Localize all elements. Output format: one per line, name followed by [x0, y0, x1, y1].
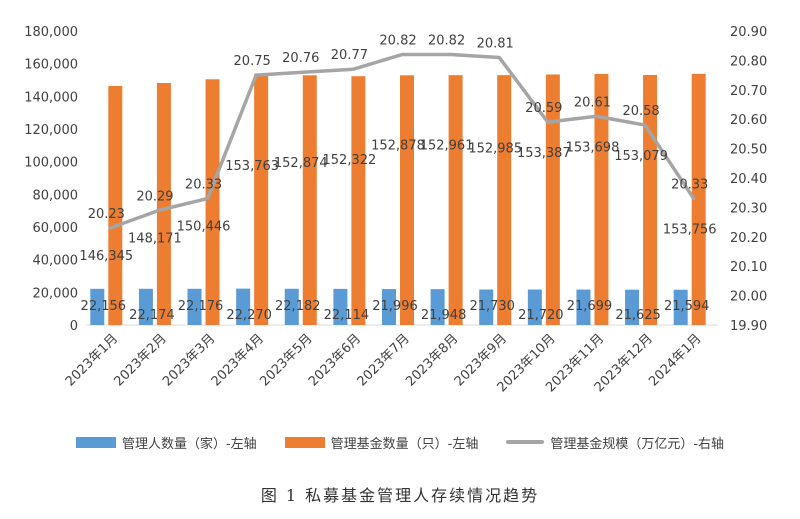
y-left-tick-label: 100,000: [24, 156, 78, 171]
data-label-scale: 20.58: [622, 104, 659, 119]
legend-swatch-scale: [506, 440, 545, 444]
data-label-managers: 21,594: [664, 299, 710, 314]
y-left-tick-label: 20,000: [33, 286, 79, 301]
legend-label-managers: 管理人数量（家）-左轴: [121, 436, 257, 452]
bar-funds: [691, 73, 706, 325]
bar-funds: [545, 74, 560, 326]
y-left-tick-label: 0: [70, 319, 78, 334]
data-label-funds: 152,874: [274, 156, 328, 171]
data-label-managers: 22,176: [178, 299, 224, 314]
y-right-tick-label: 20.60: [730, 113, 767, 128]
data-label-managers: 21,730: [469, 299, 515, 314]
legend-label-scale: 管理基金规模（万亿元）-右轴: [550, 436, 725, 452]
bar-managers: [479, 289, 494, 325]
bar-managers: [382, 289, 396, 325]
bar-managers: [236, 288, 251, 325]
data-label-funds: 153,763: [225, 159, 279, 174]
bar-managers: [187, 288, 202, 325]
y-right-tick-label: 19.90: [730, 319, 767, 334]
y-right-tick-label: 20.30: [730, 201, 767, 216]
data-label-managers: 21,625: [615, 308, 661, 323]
y-right-tick-label: 20.80: [730, 54, 767, 69]
data-label-funds: 146,345: [79, 249, 133, 264]
x-tick-label: 2024年1月: [646, 331, 704, 389]
bar-funds: [448, 75, 463, 325]
data-label-scale: 20.77: [331, 48, 368, 63]
data-label-funds: 153,387: [517, 146, 571, 161]
data-label-funds: 153,698: [566, 140, 620, 155]
y-left-tick-label: 160,000: [24, 58, 78, 73]
y-left-tick-label: 60,000: [33, 221, 79, 236]
y-left-tick-label: 180,000: [24, 25, 78, 40]
bar-managers: [576, 289, 591, 325]
bar-funds: [497, 75, 512, 325]
y-right-tick-label: 20.50: [730, 143, 767, 158]
data-label-funds: 153,079: [614, 149, 668, 164]
bar-funds: [205, 79, 220, 325]
data-label-scale: 20.61: [574, 95, 611, 110]
data-label-scale: 20.76: [282, 51, 319, 66]
data-label-managers: 22,270: [226, 308, 272, 323]
data-label-funds: 153,756: [663, 223, 717, 238]
legend-swatch-managers: [75, 436, 116, 448]
data-label-scale: 20.33: [185, 178, 222, 193]
data-label-funds: 152,322: [323, 153, 377, 168]
data-label-managers: 22,174: [129, 308, 175, 323]
legend: 管理人数量（家）-左轴 管理基金数量（只）-左轴 管理基金规模（万亿元）-右轴: [0, 430, 800, 454]
data-label-funds: 150,446: [177, 220, 231, 235]
bar-managers: [673, 289, 688, 325]
y-right-tick-label: 20.90: [730, 25, 767, 40]
y-right-tick-label: 20.70: [730, 84, 767, 99]
bar-funds: [302, 75, 317, 325]
data-label-managers: 21,996: [372, 299, 418, 314]
figure-caption: 图 1 私募基金管理人存续情况趋势: [260, 486, 540, 505]
bar-managers: [138, 288, 153, 325]
data-label-managers: 22,114: [324, 308, 370, 323]
bar-managers: [90, 288, 105, 325]
y-left-tick-label: 80,000: [33, 188, 79, 203]
line-scale: [108, 52, 696, 230]
data-label-scale: 20.82: [428, 34, 465, 49]
legend-item-funds: 管理基金数量（只）-左轴: [284, 430, 479, 454]
y-left-tick-label: 40,000: [33, 254, 79, 269]
bar-funds: [351, 76, 366, 325]
legend-item-managers: 管理人数量（家）-左轴: [75, 430, 257, 454]
legend-item-scale: 管理基金规模（万亿元）-右轴: [506, 430, 724, 454]
bar-funds: [254, 73, 269, 326]
y-left-tick-label: 140,000: [24, 90, 78, 105]
bar-managers: [333, 288, 348, 325]
bar-managers: [527, 289, 542, 325]
bar-managers: [430, 289, 445, 325]
y-left-tick-label: 120,000: [24, 123, 78, 138]
legend-swatch-funds: [284, 436, 325, 448]
data-label-scale: 20.29: [136, 189, 173, 204]
data-label-scale: 20.82: [379, 34, 416, 49]
bar-managers: [284, 288, 299, 325]
data-label-funds: 148,171: [128, 231, 182, 246]
data-label-scale: 20.59: [525, 101, 562, 116]
y-right-tick-label: 20.40: [730, 172, 767, 187]
bar-managers: [625, 289, 640, 325]
legend-label-funds: 管理基金数量（只）-左轴: [330, 436, 479, 452]
bar-funds: [594, 73, 609, 325]
y-right-tick-label: 20.00: [730, 290, 767, 305]
data-label-scale: 20.81: [477, 36, 514, 51]
data-label-managers: 21,720: [518, 308, 564, 323]
data-label-scale: 20.75: [234, 54, 271, 69]
data-label-managers: 22,156: [81, 299, 127, 314]
bar-funds: [156, 82, 171, 325]
data-label-scale: 20.33: [671, 178, 708, 193]
bar-funds: [108, 85, 123, 325]
y-right-tick-label: 20.20: [730, 231, 767, 246]
data-label-scale: 20.23: [88, 207, 125, 222]
data-label-funds: 152,878: [371, 139, 425, 154]
y-right-tick-label: 20.10: [730, 260, 767, 275]
data-label-managers: 21,948: [421, 308, 467, 323]
data-label-funds: 152,985: [468, 141, 522, 156]
data-label-funds: 152,961: [420, 139, 474, 154]
data-label-managers: 21,699: [567, 299, 613, 314]
bar-funds: [400, 75, 414, 326]
data-label-managers: 22,182: [275, 299, 321, 314]
